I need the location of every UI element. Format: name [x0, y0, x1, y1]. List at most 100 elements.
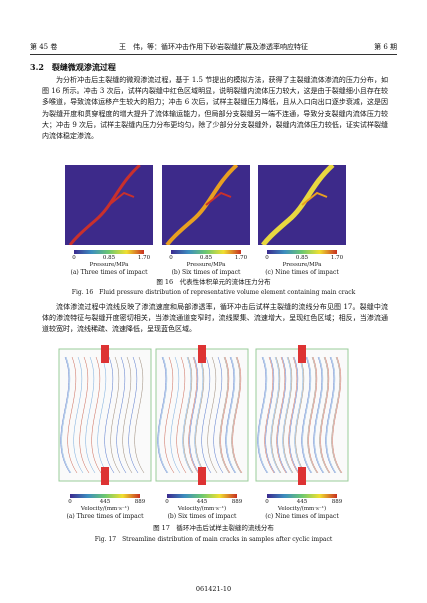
figure-caption-en: Fig. 17 Streamline distribution of main …: [94, 536, 333, 543]
streamline: [265, 356, 276, 474]
streamline: [194, 356, 205, 474]
streamline: [319, 356, 330, 474]
colorbar-label: Velocity/(mm·s⁻¹): [177, 506, 227, 512]
streamline: [134, 356, 145, 474]
streamline: [158, 356, 169, 474]
streamline: [232, 356, 243, 474]
streamline: [325, 356, 336, 474]
colorbar-tick-label: 0: [169, 255, 173, 261]
colorbar-label: Pressure/MPa: [186, 262, 226, 268]
streamline: [313, 356, 324, 474]
streamline: [320, 356, 331, 474]
streamline: [61, 356, 72, 474]
colorbar-tick-label: 0.85: [199, 255, 213, 261]
colorbar: [74, 250, 144, 254]
streamline: [331, 356, 342, 474]
streamline: [332, 356, 343, 474]
streamline: [195, 356, 206, 474]
panel-caption: (a) Three times of impact: [66, 513, 144, 520]
streamline: [176, 356, 187, 474]
panel-image: [162, 165, 250, 245]
colorbar-tick-label: 0.85: [295, 255, 309, 261]
volume: 第 45 卷: [30, 43, 58, 51]
colorbar-tick-label: 1.70: [330, 255, 344, 261]
crack-branch: [108, 191, 135, 206]
colorbar-tick-label: 445: [296, 499, 308, 505]
streamline: [157, 356, 168, 474]
crack-branch: [301, 191, 328, 206]
streamline: [276, 356, 287, 474]
colorbar-tick-label: 445: [99, 499, 111, 505]
streamline: [188, 356, 199, 474]
streamline: [231, 356, 242, 474]
streamline: [301, 356, 312, 474]
colorbar-tick-label: 1.70: [137, 255, 151, 261]
colorbar-tick-label: 0: [165, 499, 169, 505]
crack: [68, 165, 141, 245]
streamline: [289, 356, 300, 474]
figure-caption: 图 17 循环冲击后试样主裂缝的流线分布: [153, 524, 274, 532]
streamline: [182, 356, 193, 474]
streamline: [207, 356, 218, 474]
streamline: [104, 356, 115, 474]
streamline: [91, 356, 102, 474]
inlet: [101, 345, 109, 363]
panel-image: [255, 345, 349, 485]
streamline: [213, 356, 224, 474]
streamline: [67, 356, 78, 474]
colorbar-tick-label: 889: [331, 499, 343, 505]
panel-image: [58, 345, 152, 485]
streamline: [79, 356, 90, 474]
inlet: [298, 345, 306, 363]
streamline: [97, 356, 108, 474]
panel-caption: (b) Six times of impact: [167, 513, 237, 520]
streamline: [307, 356, 318, 474]
streamline: [225, 356, 236, 474]
streamline: [73, 356, 84, 474]
colorbar-tick-label: 445: [196, 499, 208, 505]
panel-caption: (c) Nine times of impact: [265, 513, 339, 520]
panel-caption: (b) Six times of impact: [171, 269, 241, 276]
crack: [261, 165, 335, 245]
streamline: [164, 356, 175, 474]
colorbar-label: Velocity/(mm·s⁻¹): [277, 506, 327, 512]
streamline: [220, 356, 231, 474]
page-number: 061421-10: [195, 585, 232, 593]
outlet: [101, 467, 109, 485]
streamline: [283, 356, 294, 474]
panel-caption: (c) Nine times of impact: [265, 269, 339, 276]
paragraph: 流体渗流过程中流线反映了渗流速度和局部渗透率，循环冲击后试样主裂缝的流线分布见图…: [42, 303, 388, 334]
colorbar-tick-label: 0: [265, 255, 269, 261]
streamline: [271, 356, 282, 474]
frame: [255, 348, 349, 482]
streamline: [128, 356, 139, 474]
streamline: [277, 356, 288, 474]
streamline: [288, 356, 299, 474]
colorbar: [167, 494, 237, 498]
paragraph: 为分析冲击后主裂缝的微观渗流过程，基于 1.5 节提出的模拟方法，获得了主裂缝流…: [42, 76, 388, 141]
colorbar: [267, 494, 337, 498]
streamline: [314, 356, 325, 474]
crack: [165, 165, 239, 245]
streamline: [201, 356, 212, 474]
streamline: [282, 356, 293, 474]
streamline: [85, 356, 96, 474]
figure-caption: 图 16 代表性体积单元的流体压力分布: [156, 278, 271, 286]
colorbar-tick-label: 889: [231, 499, 243, 505]
colorbar-tick-label: 0.85: [102, 255, 116, 261]
streamline: [122, 356, 133, 474]
panel-image: [65, 165, 153, 245]
panel-caption: (a) Three times of impact: [70, 269, 148, 276]
colorbar: [171, 250, 241, 254]
crack-branch: [205, 191, 232, 206]
streamline: [183, 356, 194, 474]
colorbar-tick-label: 0: [72, 255, 76, 261]
streamline: [116, 356, 127, 474]
colorbar-tick-label: 0: [68, 499, 72, 505]
header-rule: [30, 54, 397, 55]
streamline: [326, 356, 337, 474]
streamline: [264, 356, 275, 474]
streamline: [60, 356, 71, 474]
streamline: [257, 356, 268, 474]
